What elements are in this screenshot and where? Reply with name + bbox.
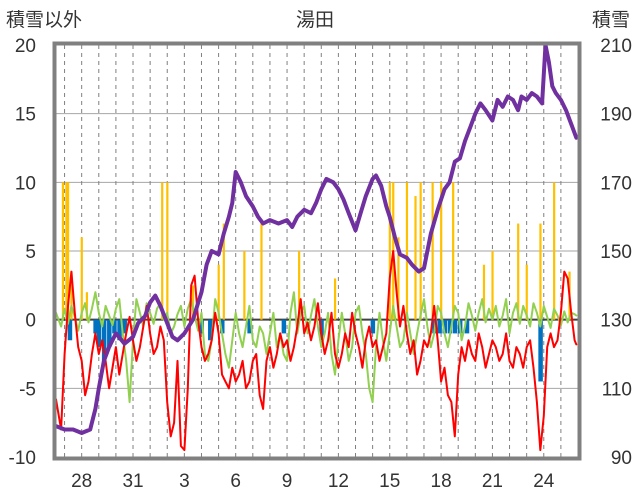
precip-bar-9 [217,264,220,320]
precip-bar-17 [397,237,400,320]
precip-bar-6 [161,182,164,320]
negative-bar-10 [220,319,225,334]
negative-bar-7 [122,319,127,334]
precip-bar-10 [222,223,225,320]
precip-bar-26 [517,223,520,320]
precip-bar-7 [166,182,169,320]
negative-bar-2 [96,319,102,348]
x-tick-label: 21 [482,471,503,492]
x-tick-label: 6 [230,471,241,492]
right-axis-label: 積雪 [592,9,630,31]
right-tick-label: 150 [600,242,632,263]
precip-bar-27 [525,264,528,320]
right-tick-label: 110 [602,379,632,400]
right-tick-label: 130 [600,311,632,332]
grid [56,44,579,458]
precip-bar-12 [260,223,263,320]
precip-bar-19 [414,196,417,320]
negative-bar-18 [447,319,453,334]
precip-bar-4 [80,237,83,320]
x-tick-label: 31 [122,471,143,492]
precip-bar-22 [440,182,443,320]
precip-bar-23 [452,182,455,320]
plot-frame [52,41,582,461]
negative-bar-3 [101,319,107,361]
series-snow-depth [54,43,579,435]
x-tick-label: 15 [379,471,400,492]
right-tick-label: 210 [600,36,632,57]
right-axis-ticks: 210 190 170 150 130 110 90 [600,36,632,469]
left-tick-label: 10 [15,173,36,194]
precip-bar-28 [539,223,542,320]
precip-bar-8 [191,285,195,320]
negative-bar-19 [452,319,458,334]
left-axis-ticks: 20 15 10 5 0 -5 -10 [9,36,36,469]
series-temperature [55,250,578,452]
negative-bar-14 [370,319,376,334]
x-tick-label: 12 [328,471,349,492]
precip-bar-3 [70,271,73,320]
series-lines [54,43,579,452]
left-tick-label: 15 [15,105,36,126]
precip-bar-14 [333,278,337,320]
negative-bar-12 [281,319,287,334]
left-tick-label: 5 [25,242,36,263]
precip-bar-11 [243,251,246,320]
precip-bar-29 [553,182,556,320]
left-tick-label: -10 [9,448,36,469]
x-tick-label: 9 [282,471,293,492]
precip-bar-21 [431,182,434,320]
negative-bar-6 [117,319,122,341]
left-tick-label: -5 [19,379,36,400]
negative-bar-4 [107,319,112,348]
negative-bar-9 [208,319,213,341]
negative-bar-0 [67,319,73,341]
precip-bar-24 [482,264,486,320]
precip-bar-0 [61,182,65,320]
x-tick-label: 24 [533,471,555,492]
x-axis-ticks: 28 31 3 6 9 12 15 18 21 24 [71,471,555,492]
precip-bar-1 [65,182,68,320]
right-tick-label: 170 [600,173,632,194]
precip-bar-18 [405,182,409,320]
left-axis-label: 積雪以外 [6,9,82,31]
negative-bar-5 [112,319,117,334]
negative-bar-11 [247,319,252,334]
precip-bar-25 [491,251,494,320]
negative-bar-21 [464,319,470,334]
precip-bar-20 [419,182,422,320]
right-tick-label: 190 [600,105,632,126]
precip-bar-15 [388,182,391,320]
right-tick-label: 90 [611,448,632,469]
precip-bar-5 [85,292,89,320]
x-tick-label: 28 [71,471,92,492]
left-tick-label: 0 [25,311,36,332]
negative-bar-16 [437,319,442,334]
negative-bar-22 [538,319,543,382]
x-tick-label: 3 [179,471,190,492]
negative-bar-17 [442,319,448,334]
x-tick-label: 18 [431,471,452,492]
left-tick-label: 20 [15,36,36,57]
precip-bar-13 [298,251,301,320]
chart-title: 湯田 [296,9,334,31]
precip-bar-2 [66,182,70,320]
negative-bar-1 [93,319,98,334]
